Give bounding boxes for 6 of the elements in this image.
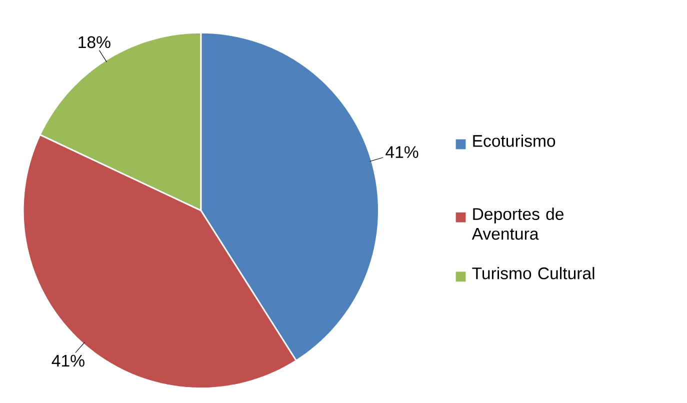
data-label: 41% bbox=[386, 146, 418, 158]
legend-label: Ecoturismo bbox=[473, 134, 556, 147]
legend-label: Deportes de Aventura bbox=[472, 208, 564, 240]
legend-label: Turismo Cultural bbox=[472, 266, 594, 280]
data-label: 41% bbox=[52, 354, 84, 367]
data-label: 18% bbox=[78, 36, 110, 48]
